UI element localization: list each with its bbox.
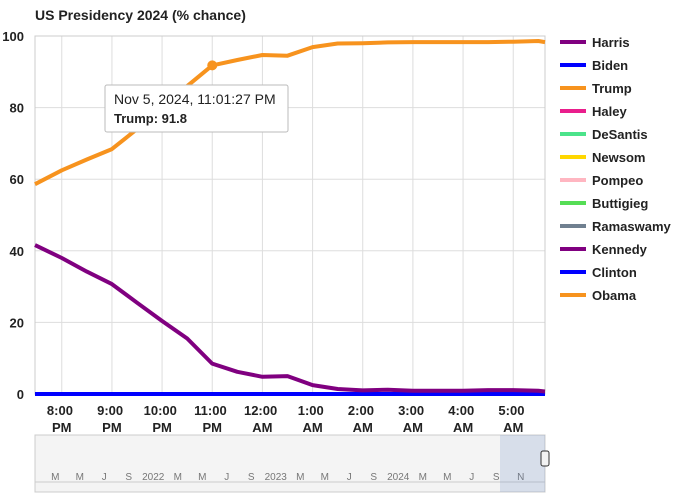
series-line [34,39,546,186]
x-tick-line: PM [152,420,172,435]
y-tick-label: 100 [2,29,24,44]
x-tick-line: AM [252,420,272,435]
navigator-label: M [321,472,329,483]
legend-label: Biden [592,58,628,73]
navigator-label: S [493,472,500,483]
navigator-label: M [419,472,427,483]
x-tick-label: 12:00 AM [244,403,281,435]
x-tick-line: AM [503,420,523,435]
x-tick-label: 4:00 AM [448,403,478,435]
x-tick-label: 3:00 AM [398,403,428,435]
legend-label: Harris [592,35,630,50]
navigator-label: J [347,472,352,483]
x-tick-line: 5:00 [498,403,528,418]
x-tick-label: 1:00 AM [298,403,328,435]
legend-label: Buttigieg [592,196,648,211]
hover-marker [207,60,218,71]
navigator-label: M [443,472,451,483]
navigator-label: 2022 [142,472,165,483]
navigator-handle[interactable] [540,450,550,467]
navigator-label: M [51,472,59,483]
x-tick-line: 11:00 [194,403,230,418]
navigator-label: J [469,472,474,483]
x-tick-label: 2:00 AM [348,403,378,435]
tooltip-title: Nov 5, 2024, 11:01:27 PM [114,91,276,107]
x-tick-label: 10:00 PM [144,403,181,435]
navigator-label: M [296,472,304,483]
legend-label: Haley [592,104,627,119]
x-tick-line: 4:00 [448,403,478,418]
navigator-selection [500,435,545,492]
navigator-label: S [125,472,132,483]
x-tick-line: 12:00 [244,403,281,418]
tooltip-label: Trump: 91.8 [114,111,187,126]
legend-label: Kennedy [592,242,648,257]
legend-label: DeSantis [592,127,648,142]
legend-label: Ramaswamy [592,219,672,234]
x-tick-line: 8:00 [47,403,77,418]
x-tick-line: 9:00 [97,403,127,418]
x-tick-label: 11:00 PM [194,403,230,435]
legend-label: Clinton [592,265,637,280]
legend-label: Pompeo [592,173,643,188]
navigator [34,434,546,493]
navigator-label: 2023 [265,472,288,483]
x-tick-line: 3:00 [398,403,428,418]
navigator-label: S [248,472,255,483]
x-tick-line: 10:00 [144,403,181,418]
y-tick-label: 80 [10,101,24,116]
x-tick-line: AM [302,420,322,435]
x-tick-line: AM [453,420,473,435]
x-tick-line: PM [52,420,72,435]
legend-label: Newsom [592,150,645,165]
y-tick-label: 60 [10,172,24,187]
x-tick-label: 9:00 PM [97,403,127,435]
tooltip-box [104,84,289,133]
x-tick-line: PM [202,420,222,435]
navigator-label: M [174,472,182,483]
x-tick-line: 1:00 [298,403,328,418]
legend-label: Trump [592,81,632,96]
x-tick-label: 8:00 PM [47,403,77,435]
navigator-label: 2024 [387,472,410,483]
y-tick-label: 20 [10,315,24,330]
legend-label: Obama [592,288,637,303]
x-tick-line: AM [403,420,423,435]
chart-title: US Presidency 2024 (% chance) [35,7,246,23]
x-tick-line: 2:00 [348,403,378,418]
y-tick-label: 0 [17,387,24,402]
navigator-label: S [370,472,377,483]
navigator-label: M [76,472,84,483]
navigator-label: M [198,472,206,483]
navigator-label: N [517,472,524,483]
navigator-label: J [102,472,107,483]
series-line [34,243,546,394]
navigator-label: J [224,472,229,483]
x-tick-line: AM [353,420,373,435]
x-tick-label: 5:00 AM [498,403,528,435]
y-tick-label: 40 [10,244,24,259]
x-tick-line: PM [102,420,122,435]
